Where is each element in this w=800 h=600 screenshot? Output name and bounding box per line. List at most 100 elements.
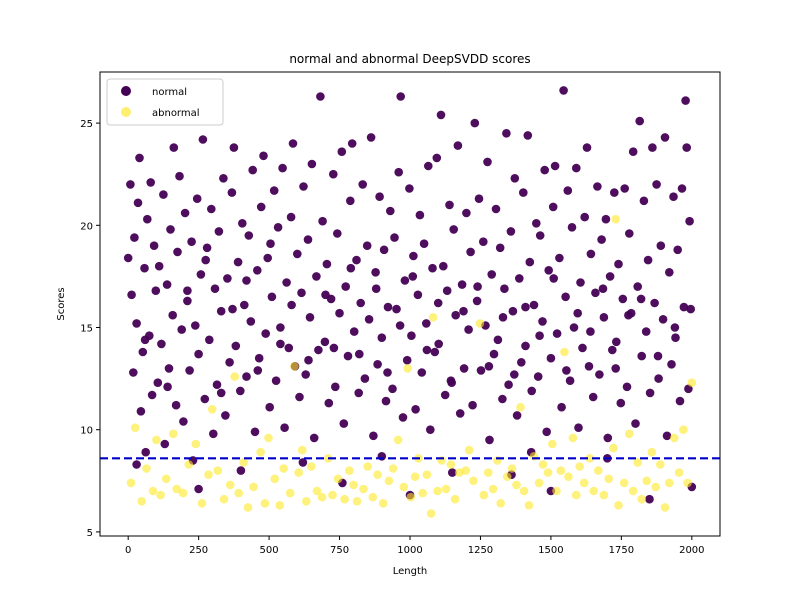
abnormal-point — [579, 478, 589, 488]
normal-point — [321, 290, 330, 300]
abnormal-point — [564, 472, 573, 482]
normal-point — [400, 276, 410, 285]
abnormal-point — [137, 497, 146, 506]
normal-point — [667, 360, 676, 369]
y-tick-label: 25 — [80, 119, 93, 130]
normal-point — [364, 315, 374, 324]
normal-point — [171, 400, 181, 410]
abnormal-point — [516, 402, 525, 412]
normal-point — [685, 216, 694, 226]
normal-point — [162, 280, 172, 289]
abnormal-point — [345, 466, 354, 475]
normal-point — [352, 255, 361, 265]
normal-point — [595, 370, 604, 379]
abnormal-point — [548, 439, 557, 449]
normal-point — [298, 458, 308, 467]
normal-point — [588, 392, 598, 402]
abnormal-point — [285, 488, 295, 498]
normal-point — [491, 204, 501, 214]
normal-point — [428, 263, 437, 273]
normal-point — [453, 141, 463, 150]
normal-point — [544, 266, 553, 275]
normal-point — [628, 147, 638, 156]
normal-point — [299, 182, 308, 191]
abnormal-point — [403, 364, 413, 373]
normal-point — [459, 364, 469, 373]
abnormal-point — [619, 478, 629, 488]
normal-point — [652, 180, 661, 189]
normal-point — [611, 364, 620, 373]
abnormal-point — [614, 501, 623, 510]
abnormal-point — [637, 494, 646, 504]
normal-point — [160, 439, 170, 449]
normal-point — [123, 253, 133, 263]
normal-point — [433, 298, 443, 308]
abnormal-point — [543, 468, 553, 477]
normal-point — [584, 362, 594, 371]
normal-point — [508, 306, 518, 316]
normal-point — [329, 169, 338, 179]
normal-point — [392, 304, 401, 314]
normal-point — [282, 278, 291, 287]
normal-point — [559, 86, 568, 95]
normal-point — [303, 235, 313, 244]
normal-point — [656, 241, 666, 250]
legend-label-normal: normal — [152, 87, 187, 98]
x-tick-label: 1000 — [397, 545, 422, 556]
normal-point — [679, 302, 689, 312]
normal-point — [424, 161, 433, 171]
normal-point — [366, 133, 376, 142]
normal-point — [157, 339, 166, 349]
normal-point — [219, 174, 228, 183]
normal-point — [143, 214, 152, 224]
normal-point — [572, 163, 581, 173]
abnormal-point — [687, 378, 697, 388]
normal-point — [641, 327, 651, 336]
abnormal-point — [290, 362, 299, 371]
abnormal-point — [441, 484, 451, 494]
normal-point — [535, 331, 544, 341]
normal-point — [671, 333, 680, 343]
normal-point — [573, 308, 582, 318]
abnormal-point — [464, 445, 474, 455]
normal-point — [605, 272, 615, 281]
normal-point — [648, 143, 657, 152]
normal-point — [586, 327, 595, 336]
abnormal-point — [433, 486, 442, 496]
abnormal-point — [256, 447, 265, 457]
normal-point — [487, 270, 497, 279]
normal-point — [318, 216, 327, 226]
abnormal-point — [230, 372, 239, 381]
normal-point — [622, 382, 632, 392]
normal-point — [616, 398, 626, 408]
normal-point — [625, 229, 634, 238]
normal-point — [386, 206, 395, 216]
normal-point — [273, 223, 283, 232]
normal-point — [288, 139, 298, 148]
abnormal-point — [428, 313, 438, 322]
normal-point — [578, 343, 587, 353]
normal-point — [379, 245, 389, 255]
normal-point — [263, 253, 273, 263]
abnormal-point — [275, 501, 285, 510]
normal-point — [305, 313, 315, 322]
normal-point — [295, 392, 304, 402]
normal-point — [369, 431, 378, 441]
normal-point — [523, 131, 533, 140]
x-tick-label: 1250 — [468, 545, 493, 556]
abnormal-point — [378, 499, 388, 508]
abnormal-point — [225, 480, 235, 490]
normal-point — [149, 241, 159, 250]
normal-point — [489, 349, 499, 359]
normal-point — [132, 319, 141, 328]
abnormal-point — [406, 492, 416, 502]
normal-point — [200, 394, 210, 404]
y-tick-label: 15 — [80, 324, 93, 335]
normal-point — [440, 390, 450, 400]
abnormal-point — [328, 490, 337, 500]
normal-point — [464, 325, 473, 334]
abnormal-point — [512, 480, 521, 490]
normal-point — [432, 153, 442, 163]
legend-label-abnormal: abnormal — [152, 108, 200, 119]
normal-point — [407, 331, 416, 341]
